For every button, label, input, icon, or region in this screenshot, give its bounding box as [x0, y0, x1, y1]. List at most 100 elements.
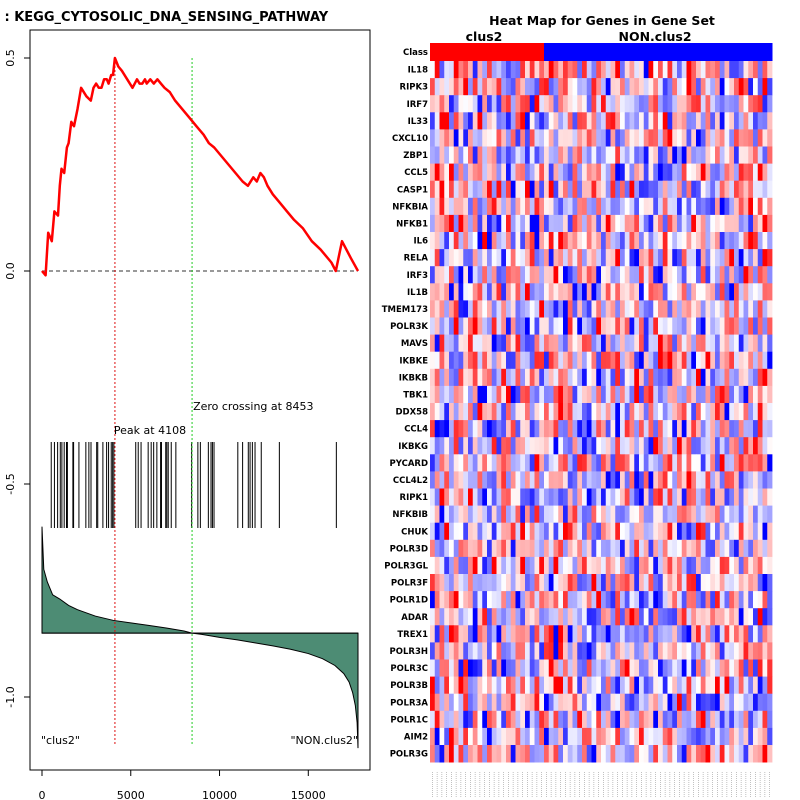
heatmap-cell — [548, 129, 554, 147]
heatmap-cell — [506, 249, 512, 267]
heatmap-panel: Heat Map for Genes in Gene Set clus2 NON… — [382, 13, 773, 798]
heatmap-cell — [615, 351, 621, 370]
heatmap-cell — [677, 180, 683, 199]
heatmap-cell — [767, 283, 773, 301]
heatmap-cell — [696, 659, 702, 677]
heatmap-cell — [577, 437, 583, 455]
heatmap-cell — [610, 556, 616, 575]
heatmap-cell — [605, 61, 611, 79]
heatmap-cell — [601, 232, 607, 250]
heatmap-cell — [477, 574, 483, 592]
heatmap-cell — [596, 574, 602, 592]
heatmap-cell — [743, 300, 749, 318]
heatmap-cell — [525, 539, 531, 558]
heatmap-cell — [449, 317, 455, 335]
heatmap-cell — [677, 625, 683, 643]
heatmap-cell — [525, 61, 531, 79]
heatmap-cell — [453, 385, 459, 404]
class-bar-segment — [430, 43, 545, 61]
heatmap-cell — [724, 368, 730, 387]
heatmap-cell — [548, 505, 554, 524]
gene-label: RELA — [404, 254, 429, 264]
heatmap-cell — [734, 710, 740, 729]
heatmap-cell — [724, 283, 730, 301]
heatmap-cell — [596, 214, 602, 233]
heatmap-cell — [757, 642, 763, 660]
heatmap-cell — [586, 249, 592, 267]
heatmap-cell — [648, 112, 654, 130]
heatmap-cell — [648, 471, 654, 489]
heatmap-cell — [501, 437, 507, 455]
heatmap-cell — [601, 78, 607, 96]
heatmap-cell — [667, 351, 673, 370]
heatmap-cell — [629, 403, 635, 421]
heatmap-cell — [444, 676, 450, 695]
heatmap-cell — [430, 574, 436, 592]
heatmap-cell — [548, 574, 554, 592]
heatmap-cell — [601, 693, 607, 712]
gene-label: CXCL10 — [392, 134, 428, 144]
heatmap-cell — [672, 300, 678, 318]
heatmap-cell — [453, 539, 459, 558]
heatmap-cell — [567, 385, 573, 404]
heatmap-cell — [719, 351, 725, 370]
heatmap-cell — [605, 420, 611, 438]
heatmap-cell — [686, 197, 692, 216]
heatmap-cell — [553, 146, 559, 164]
heatmap-cell — [767, 334, 773, 353]
heatmap-cell — [762, 727, 768, 746]
heatmap-cell — [563, 403, 569, 421]
heatmap-cell — [601, 129, 607, 147]
heatmap-cell — [658, 112, 664, 130]
gene-label: ZBP1 — [403, 151, 428, 161]
heatmap-cell — [724, 574, 730, 592]
heatmap-cell — [591, 180, 597, 199]
heatmap-cell — [582, 300, 588, 318]
heatmap-cell — [648, 95, 654, 113]
heatmap-cell — [577, 745, 583, 763]
heatmap-cell — [691, 317, 697, 335]
heatmap-cell — [487, 334, 493, 353]
heatmap-cell — [487, 300, 493, 318]
heatmap-cell — [724, 403, 730, 421]
heatmap-cell — [434, 488, 440, 506]
heatmap-cell — [591, 232, 597, 250]
heatmap-cell — [757, 232, 763, 250]
heatmap-cell — [544, 129, 550, 147]
heatmap-cell — [757, 249, 763, 267]
heatmap-cell — [463, 78, 469, 96]
heatmap-cell — [477, 710, 483, 729]
heatmap-cell — [639, 214, 645, 233]
heatmap-cell — [639, 437, 645, 455]
heatmap-cell — [582, 437, 588, 455]
heatmap-cell — [729, 608, 735, 626]
heatmap-cell — [544, 300, 550, 318]
heatmap-cell — [444, 642, 450, 660]
heatmap-cell — [572, 608, 578, 626]
heatmap-cell — [686, 95, 692, 113]
heatmap-cell — [672, 608, 678, 626]
heatmap-cell — [449, 214, 455, 233]
running-enrichment-score — [41, 56, 360, 277]
heatmap-cell — [748, 112, 754, 130]
heatmap-cell — [463, 368, 469, 387]
heatmap-cell — [482, 556, 488, 575]
heatmap-cell — [430, 591, 436, 609]
heatmap-cell — [563, 249, 569, 267]
heatmap-cell — [586, 146, 592, 164]
heatmap-cell — [658, 78, 664, 96]
heatmap-cell — [715, 745, 721, 763]
heatmap-cell — [620, 129, 626, 147]
heatmap-cell — [520, 574, 526, 592]
heatmap-cell — [681, 95, 687, 113]
heatmap-cell — [629, 300, 635, 318]
heatmap-cell — [567, 420, 573, 438]
heatmap-cell — [753, 180, 759, 199]
heatmap-cell — [529, 249, 535, 267]
heatmap-cell — [539, 727, 545, 746]
heatmap-cell — [487, 112, 493, 130]
heatmap-cell — [610, 112, 616, 130]
heatmap-cell — [477, 163, 483, 182]
heatmap-cell — [662, 745, 668, 763]
heatmap-cell — [567, 403, 573, 421]
